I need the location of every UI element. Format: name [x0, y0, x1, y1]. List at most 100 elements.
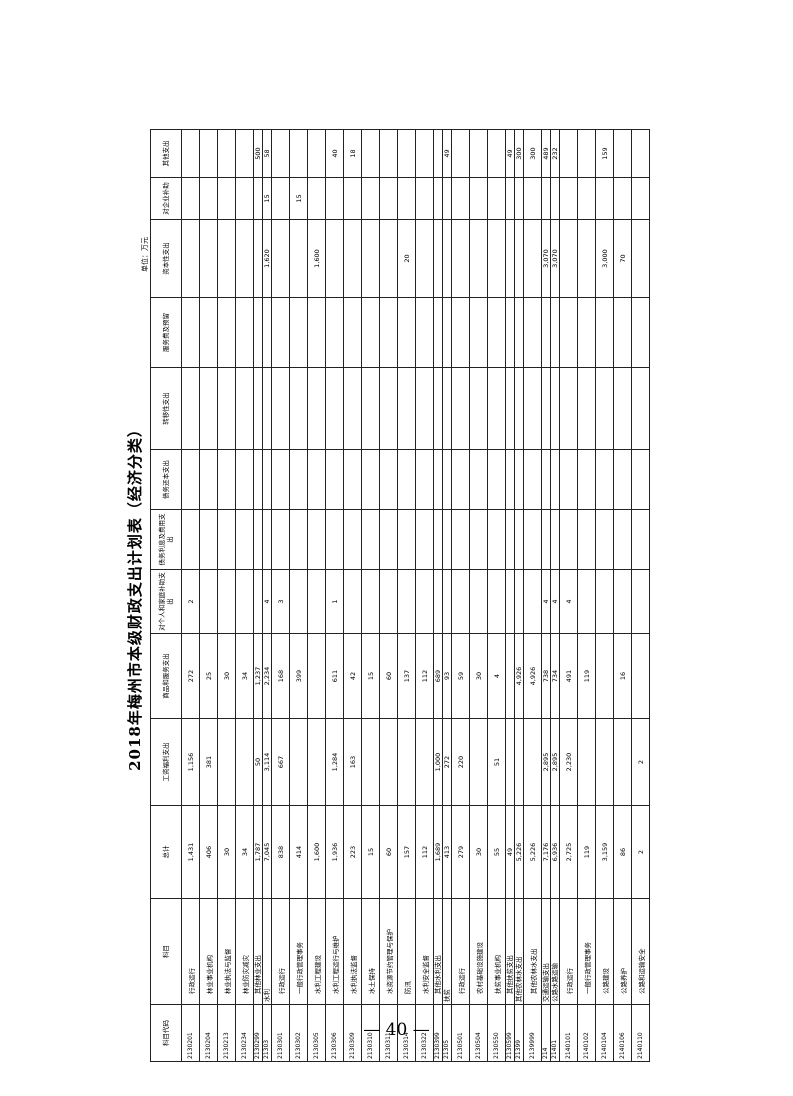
subject-name: 水利工程建设	[307, 898, 326, 1005]
amount-cell	[559, 219, 578, 298]
amount-cell	[415, 219, 434, 298]
amount-cell	[577, 509, 596, 570]
table-row: 2140106 公路养护 86 16 70	[613, 129, 632, 1062]
subject-name: 扶贫事业机构	[487, 898, 506, 1005]
amount-cell	[550, 177, 560, 220]
column-header: 科目	[150, 898, 182, 1005]
amount-cell	[397, 509, 416, 570]
amount-cell	[451, 177, 470, 220]
amount-cell: 55	[487, 805, 506, 899]
amount-cell: 1,237	[253, 633, 263, 719]
amount-cell	[199, 569, 218, 634]
amount-cell	[235, 509, 254, 570]
amount-cell	[505, 718, 515, 806]
amount-cell	[613, 449, 632, 510]
amount-cell	[253, 177, 263, 220]
table-row: 2130322 水利安全监督 112 112	[415, 129, 434, 1062]
amount-cell	[559, 297, 578, 368]
amount-cell	[523, 509, 542, 570]
amount-cell	[271, 177, 290, 220]
amount-cell	[541, 449, 551, 510]
amount-cell: 500	[253, 129, 263, 178]
amount-cell	[397, 569, 416, 634]
amount-cell	[442, 297, 452, 368]
amount-cell: 59	[451, 633, 470, 719]
table-row: 2140101 行政运行 2,725 2,230 491 4	[559, 129, 578, 1062]
subject-name: 交通运输支出	[541, 898, 551, 1005]
amount-cell	[262, 509, 272, 570]
amount-cell	[415, 297, 434, 368]
amount-cell	[181, 219, 200, 298]
amount-cell	[469, 177, 488, 220]
amount-cell	[505, 633, 515, 719]
amount-cell: 4,926	[523, 633, 542, 719]
amount-cell	[397, 449, 416, 510]
subject-name: 其他林业支出	[253, 898, 263, 1005]
amount-cell	[550, 509, 560, 570]
amount-cell: 223	[343, 805, 362, 899]
amount-cell	[181, 509, 200, 570]
amount-cell: 1,689	[433, 805, 443, 899]
amount-cell	[217, 219, 236, 298]
amount-cell: 3,070	[550, 219, 560, 298]
amount-cell	[469, 367, 488, 450]
amount-cell: 15	[262, 177, 272, 220]
amount-cell	[487, 509, 506, 570]
amount-cell	[271, 297, 290, 368]
amount-cell	[559, 129, 578, 178]
amount-cell	[514, 509, 524, 570]
amount-cell	[199, 449, 218, 510]
amount-cell	[433, 177, 443, 220]
amount-cell	[487, 449, 506, 510]
amount-cell	[379, 297, 398, 368]
amount-cell	[181, 367, 200, 450]
amount-cell: 1,620	[262, 219, 272, 298]
subject-name: 行政运行	[181, 898, 200, 1005]
amount-cell	[451, 297, 470, 368]
amount-cell	[514, 718, 524, 806]
amount-cell	[361, 569, 380, 634]
amount-cell	[577, 449, 596, 510]
amount-cell	[433, 297, 443, 368]
table-row: 2130550 扶贫事业机构 55 51 4	[487, 129, 506, 1062]
column-header: 商品和服务支出	[150, 633, 182, 719]
amount-cell	[181, 129, 200, 178]
amount-cell	[523, 219, 542, 298]
amount-cell: 689	[433, 633, 443, 719]
table-row: 2140102 一般行政管理事务 119 119	[577, 129, 596, 1062]
amount-cell	[262, 367, 272, 450]
amount-cell	[487, 219, 506, 298]
table-row: 2130309 水利执法监督 223 163 42 18	[343, 129, 362, 1062]
amount-cell	[361, 129, 380, 178]
amount-cell	[631, 177, 650, 220]
amount-cell: 611	[325, 633, 344, 719]
amount-cell: 220	[451, 718, 470, 806]
amount-cell: 163	[343, 718, 362, 806]
column-header: 服务费及预留	[150, 297, 182, 368]
amount-cell	[415, 718, 434, 806]
amount-cell	[523, 177, 542, 220]
amount-cell	[379, 177, 398, 220]
amount-cell: 30	[217, 633, 236, 719]
amount-cell	[631, 509, 650, 570]
amount-cell	[235, 297, 254, 368]
amount-cell	[262, 449, 272, 510]
amount-cell: 4	[262, 569, 272, 634]
amount-cell	[325, 297, 344, 368]
amount-cell	[631, 367, 650, 450]
amount-cell	[451, 367, 470, 450]
amount-cell: 3	[271, 569, 290, 634]
table-row: 2130599 其他扶贫支出 49 49	[505, 129, 515, 1062]
amount-cell	[289, 367, 308, 450]
amount-cell: 5,226	[523, 805, 542, 899]
page-number: — 40 —	[363, 1020, 430, 1040]
amount-cell	[433, 509, 443, 570]
amount-cell	[442, 509, 452, 570]
amount-cell: 2	[631, 718, 650, 806]
amount-cell	[307, 367, 326, 450]
amount-cell	[361, 177, 380, 220]
amount-cell	[397, 297, 416, 368]
subject-name: 林业事业机构	[199, 898, 218, 1005]
amount-cell: 16	[613, 633, 632, 719]
amount-cell	[559, 177, 578, 220]
